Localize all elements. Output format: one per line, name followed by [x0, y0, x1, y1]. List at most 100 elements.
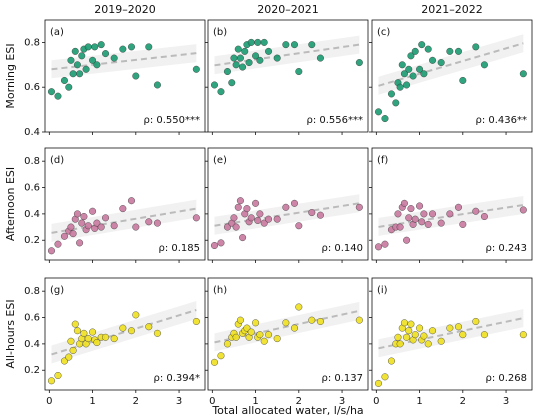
point: [308, 41, 316, 49]
point: [355, 203, 363, 211]
point: [418, 218, 426, 226]
point: [446, 210, 454, 218]
point: [47, 88, 55, 96]
point: [232, 333, 240, 341]
point: [245, 59, 253, 67]
point: [437, 59, 445, 67]
point: [145, 323, 153, 331]
point: [89, 56, 97, 64]
point: [282, 203, 290, 211]
panel-label: (c): [377, 27, 390, 38]
point: [65, 353, 73, 361]
point: [192, 214, 200, 222]
point: [295, 222, 303, 230]
point: [282, 41, 290, 49]
point: [420, 70, 428, 78]
point: [247, 38, 255, 46]
x-tick-label: 1: [252, 396, 258, 407]
point: [243, 324, 251, 332]
point: [381, 115, 389, 123]
point: [60, 76, 68, 84]
panel-label: (b): [213, 27, 227, 38]
x-tick-label: 0: [46, 396, 52, 407]
point: [265, 331, 273, 339]
point: [132, 223, 140, 231]
point: [65, 83, 73, 91]
point: [145, 218, 153, 226]
point: [295, 303, 303, 311]
point: [76, 70, 84, 78]
point: [93, 339, 101, 347]
point: [230, 54, 238, 62]
trend-line: [51, 207, 197, 234]
x-tick-label: 3: [339, 396, 345, 407]
point: [93, 61, 101, 69]
y-tick-label: 0.4: [24, 339, 40, 350]
point: [519, 331, 527, 339]
point: [247, 328, 255, 336]
panel-label: (h): [213, 285, 227, 296]
point: [76, 239, 84, 247]
panel-label: (d): [50, 155, 64, 166]
point: [392, 99, 400, 107]
point: [295, 68, 303, 76]
point: [459, 76, 467, 84]
annotation: ρ: 0.185: [158, 243, 200, 254]
panel-label: (e): [213, 155, 227, 166]
point: [459, 331, 467, 339]
point: [480, 331, 488, 339]
point: [396, 340, 404, 348]
point: [110, 335, 118, 343]
trend-line: [214, 202, 360, 227]
y-tick-label: 0.4: [24, 127, 40, 138]
x-tick-label: 1: [89, 396, 95, 407]
point: [60, 357, 68, 365]
point: [71, 320, 79, 328]
point: [407, 205, 415, 213]
point: [316, 211, 324, 219]
panel-frame: [44, 147, 206, 261]
point: [472, 43, 480, 51]
point: [429, 210, 437, 218]
point: [256, 210, 264, 218]
point: [429, 56, 437, 64]
point: [243, 205, 251, 213]
point: [210, 358, 218, 366]
y-tick-label: 0.2: [24, 235, 40, 246]
point: [398, 61, 406, 69]
point: [223, 340, 231, 348]
point: [446, 47, 454, 55]
point: [416, 324, 424, 332]
point: [407, 320, 415, 328]
point: [217, 88, 225, 96]
point: [102, 214, 110, 222]
point: [472, 317, 480, 325]
point: [290, 199, 298, 207]
x-tick-label: 1: [416, 396, 422, 407]
point: [437, 219, 445, 227]
point: [223, 68, 231, 76]
point: [91, 43, 99, 51]
point: [239, 63, 247, 71]
point: [232, 223, 240, 231]
point: [119, 45, 127, 53]
y-tick-label: 0.6: [24, 313, 40, 324]
point: [273, 335, 281, 343]
point: [80, 329, 88, 337]
point: [420, 210, 428, 218]
point: [210, 81, 218, 89]
point: [236, 197, 244, 205]
point: [127, 197, 135, 205]
point: [381, 373, 389, 381]
column-title: 2021–2022: [421, 3, 483, 16]
point: [454, 323, 462, 331]
point: [396, 223, 404, 231]
point: [73, 327, 81, 335]
point: [403, 236, 411, 244]
point: [232, 61, 240, 69]
point: [228, 79, 236, 87]
point: [480, 213, 488, 221]
panel-frame: [371, 277, 533, 391]
point: [394, 333, 402, 341]
point: [69, 230, 77, 238]
